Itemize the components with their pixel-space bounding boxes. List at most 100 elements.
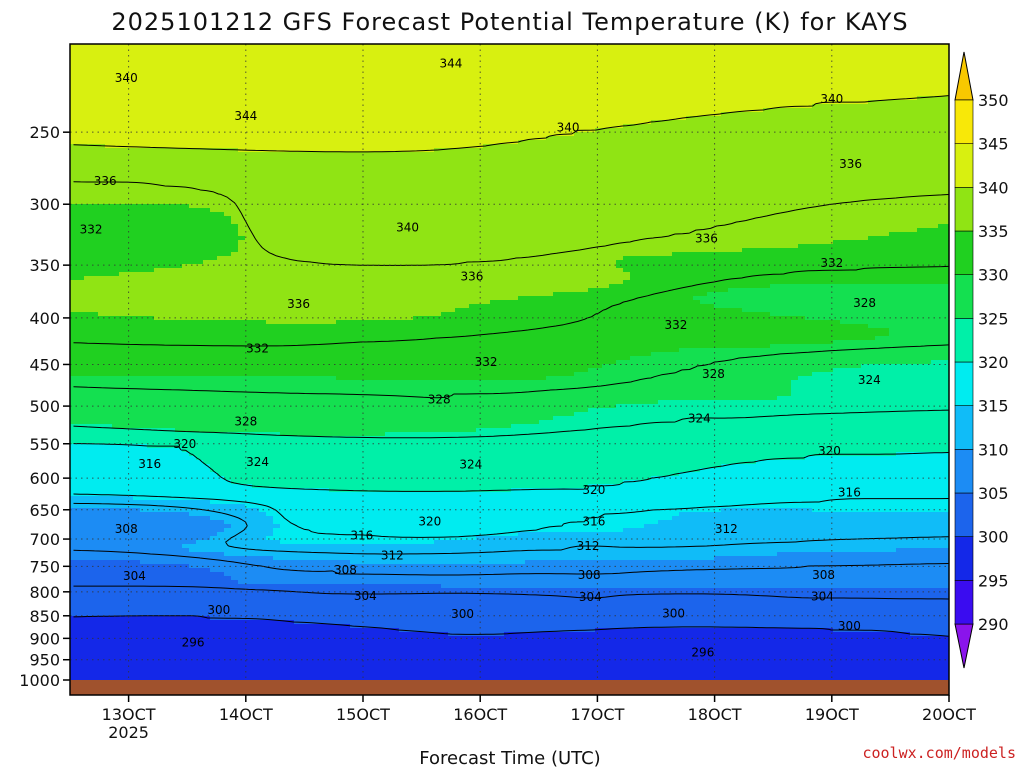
field-cell <box>861 128 869 133</box>
field-cell <box>343 148 351 153</box>
field-cell <box>770 60 778 65</box>
field-cell <box>679 140 687 145</box>
field-cell <box>644 80 652 85</box>
field-cell <box>70 140 78 145</box>
field-cell <box>924 176 932 181</box>
field-cell <box>245 128 253 133</box>
field-cell <box>147 120 155 125</box>
field-cell <box>434 64 442 69</box>
field-cell <box>602 128 610 133</box>
field-cell <box>189 160 197 165</box>
field-cell <box>147 200 155 205</box>
field-cell <box>861 136 869 141</box>
field-cell <box>672 84 680 89</box>
field-cell <box>175 156 183 161</box>
field-cell <box>329 156 337 161</box>
field-cell <box>917 120 925 125</box>
field-cell <box>231 192 239 197</box>
field-cell <box>238 136 246 141</box>
field-cell <box>742 52 750 57</box>
field-cell <box>623 140 631 145</box>
field-cell <box>483 144 491 149</box>
field-cell <box>196 60 204 65</box>
field-cell <box>91 148 99 153</box>
field-cell <box>595 120 603 125</box>
field-cell <box>714 124 722 129</box>
field-cell <box>511 64 519 69</box>
field-cell <box>105 136 113 141</box>
field-cell <box>868 116 876 121</box>
field-cell <box>665 92 673 97</box>
field-cell <box>777 72 785 77</box>
field-cell <box>98 80 106 85</box>
field-cell <box>511 176 519 181</box>
field-cell <box>567 108 575 113</box>
field-cell <box>112 72 120 77</box>
field-cell <box>497 160 505 165</box>
field-cell <box>364 120 372 125</box>
field-cell <box>70 96 78 101</box>
field-cell <box>315 128 323 133</box>
field-cell <box>644 116 652 121</box>
field-cell <box>546 184 554 189</box>
field-cell <box>196 68 204 73</box>
field-cell <box>238 44 246 49</box>
field-cell <box>343 128 351 133</box>
field-cell <box>112 44 120 49</box>
field-cell <box>903 116 911 121</box>
field-cell <box>686 112 694 117</box>
field-cell <box>77 144 85 149</box>
field-cell <box>196 200 204 205</box>
field-cell <box>406 56 414 61</box>
field-cell <box>553 140 561 145</box>
field-cell <box>910 116 918 121</box>
field-cell <box>756 64 764 69</box>
field-cell <box>434 44 442 49</box>
field-cell <box>644 188 652 193</box>
field-cell <box>658 124 666 129</box>
field-cell <box>469 48 477 53</box>
field-cell <box>588 92 596 97</box>
field-cell <box>350 108 358 113</box>
field-cell <box>924 148 932 153</box>
field-cell <box>882 128 890 133</box>
field-cell <box>483 140 491 145</box>
field-cell <box>497 184 505 189</box>
field-cell <box>651 64 659 69</box>
field-cell <box>658 108 666 113</box>
field-cell <box>707 108 715 113</box>
field-cell <box>315 52 323 57</box>
field-cell <box>119 136 127 141</box>
field-cell <box>140 192 148 197</box>
field-cell <box>560 200 568 205</box>
field-cell <box>749 124 757 129</box>
field-cell <box>308 92 316 97</box>
field-cell <box>413 104 421 109</box>
field-cell <box>756 132 764 137</box>
field-cell <box>399 196 407 201</box>
field-cell <box>721 88 729 93</box>
field-cell <box>203 156 211 161</box>
field-cell <box>385 96 393 101</box>
field-cell <box>518 84 526 89</box>
field-cell <box>189 108 197 113</box>
field-cell <box>266 164 274 169</box>
field-cell <box>231 84 239 89</box>
field-cell <box>399 44 407 49</box>
field-cell <box>385 180 393 185</box>
field-cell <box>749 48 757 53</box>
field-cell <box>287 116 295 121</box>
field-cell <box>378 84 386 89</box>
field-cell <box>770 48 778 53</box>
field-cell <box>868 76 876 81</box>
field-cell <box>889 56 897 61</box>
field-cell <box>707 100 715 105</box>
field-cell <box>616 100 624 105</box>
field-cell <box>854 128 862 133</box>
field-cell <box>231 200 239 205</box>
field-cell <box>917 88 925 93</box>
field-cell <box>805 60 813 65</box>
field-cell <box>497 156 505 161</box>
field-cell <box>749 104 757 109</box>
field-cell <box>147 172 155 177</box>
